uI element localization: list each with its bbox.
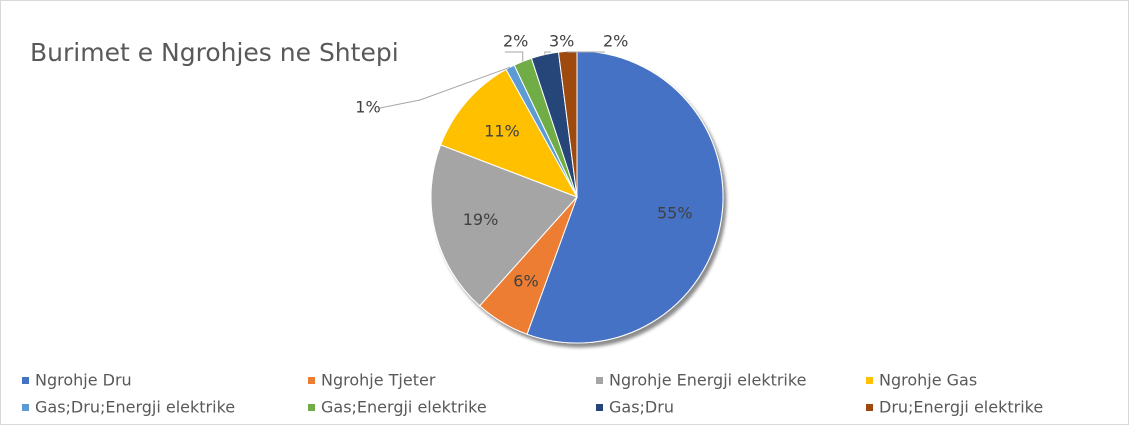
- data-label: 3%: [549, 32, 574, 51]
- data-label: 1%: [355, 98, 380, 117]
- legend-marker: [596, 377, 603, 384]
- legend-marker: [308, 377, 315, 384]
- data-label: 2%: [503, 32, 528, 51]
- legend-label: Gas;Energji elektrike: [321, 398, 487, 417]
- leader-line: [505, 51, 524, 62]
- legend-marker: [596, 404, 603, 411]
- legend-marker: [308, 404, 315, 411]
- leader-line: [567, 51, 605, 53]
- legend-label: Gas;Dru: [609, 398, 674, 417]
- pie-slice: [526, 50, 724, 344]
- legend-label: Ngrohje Tjeter: [321, 371, 436, 390]
- legend-marker: [866, 404, 873, 411]
- data-label: 55%: [657, 204, 693, 223]
- chart-title: Burimet e Ngrohjes ne Shtepi: [30, 38, 399, 67]
- legend-marker: [866, 377, 873, 384]
- legend-label: Ngrohje Gas: [879, 371, 977, 390]
- data-label: 19%: [463, 210, 499, 229]
- pie-slice: [430, 144, 578, 307]
- legend-marker: [22, 404, 29, 411]
- data-label: 2%: [603, 32, 628, 51]
- pie-slice: [439, 68, 579, 198]
- data-label: 6%: [513, 272, 538, 291]
- legend-label: Ngrohje Dru: [35, 371, 132, 390]
- data-label: 11%: [484, 121, 520, 140]
- legend-label: Dru;Energji elektrike: [879, 398, 1043, 417]
- leader-line: [544, 51, 551, 55]
- legend-label: Gas;Dru;Energji elektrike: [35, 398, 235, 417]
- leader-line: [379, 66, 511, 109]
- legend-label: Ngrohje Energji elektrike: [609, 371, 806, 390]
- legend-marker: [22, 377, 29, 384]
- pie: [430, 50, 724, 344]
